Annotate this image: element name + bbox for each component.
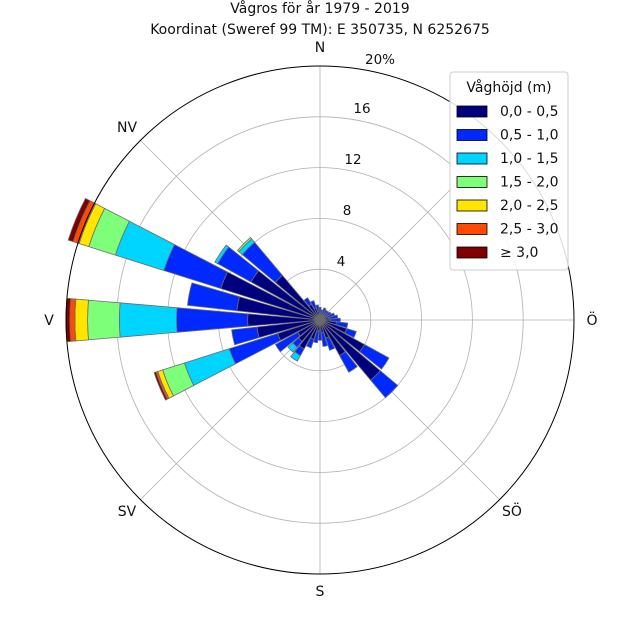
direction-label: NV [117,120,137,136]
rose-bar-segment [320,331,328,347]
rose-bar-segment [335,321,349,329]
rose-bar-segment [303,297,312,307]
legend-label: 0,0 - 0,5 [500,104,558,120]
chart-title: Vågros för år 1979 - 2019 [230,0,409,17]
legend-label: 2,5 - 3,0 [500,222,558,238]
rose-bar-segment [315,304,320,312]
rose-bar-segment [328,314,339,320]
rose-bar-segment [74,298,89,342]
legend-swatch [456,105,488,118]
rose-bar-segment [183,348,236,386]
rose-bar-segment [290,351,301,362]
rose-bar-segment [339,351,358,373]
legend: Våghöjd (m) 0,0 - 0,5 0,5 - 1,0 1,0 - 1,5 1… [449,71,569,271]
direction-label: Ö [586,311,597,329]
rose-bar-segment [176,307,249,333]
radial-tick-label: 8 [343,203,352,219]
rose-bar-segment [310,300,317,310]
rose-bar-segment [313,330,320,344]
legend-swatch [456,199,488,212]
rose-bar-segment [329,317,341,323]
radial-tick-label: 4 [337,254,346,270]
rose-bar-segment [344,327,357,339]
legend-swatch [456,176,488,188]
rose-bar-segment [359,343,390,370]
rose-bar-segment [236,236,253,253]
legend-label: 2,0 - 2,5 [500,198,558,214]
rose-bar-segment [325,336,336,351]
rose-bar-segment [118,302,178,338]
direction-label: S [316,584,325,600]
rose-bar-segment [370,370,399,399]
chart-subtitle: Koordinat (Sweref 99 TM): E 350735, N 62… [150,22,490,38]
legend-swatch [456,129,488,141]
rose-bar-segment [163,244,229,290]
rose-bar-segment [287,342,298,353]
direction-label: V [44,313,54,329]
grid-spoke-6 [140,319,321,500]
legend-swatch [456,223,488,235]
direction-labels: N NV V SV S SÖ Ö [44,40,597,600]
rose-bar-segment [317,329,323,341]
legend-swatch [456,152,488,165]
rose-bars [65,197,399,401]
radial-tick-label: 12 [344,152,361,168]
direction-label: N [315,40,325,56]
rose-bar-segment [67,197,91,243]
legend-label: 1,0 - 1,5 [500,151,558,167]
legend-label: 1,5 - 2,0 [500,175,558,191]
rose-bar-segment [214,244,230,265]
direction-label: SÖ [502,502,522,520]
outer-ring [65,65,575,575]
rose-bar-segment [187,282,240,312]
legend-items: 0,0 - 0,5 0,5 - 1,0 1,0 - 1,5 1,5 - 2,0 2,0 … [456,104,558,261]
legend-box [449,71,569,271]
radial-tick-labels: 4 8 12 16 20% [337,52,395,270]
rose-bar-segment [306,337,315,349]
rose-bar-segment [274,331,301,353]
radial-tick-label: 16 [353,101,370,117]
radial-tick-label: 20% [365,52,395,68]
rose-bar-segment [153,371,168,401]
direction-label: SV [118,504,137,520]
legend-label: ≥ 3,0 [500,245,538,261]
legend-title: Våghöjd (m) [466,79,551,96]
rose-bar-segment [321,307,327,317]
rose-bar-segment [231,326,260,346]
rose-bar-segment [87,299,121,341]
legend-label: 0,5 - 1,0 [500,128,558,144]
legend-swatch [456,246,488,259]
rose-bar-segment [69,298,77,342]
